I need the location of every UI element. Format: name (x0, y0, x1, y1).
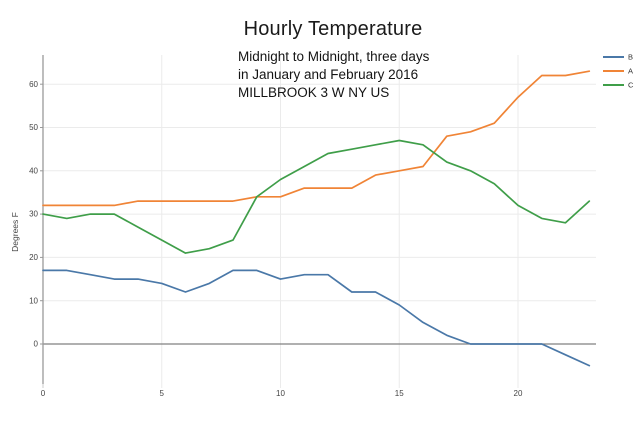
chart-title: Hourly Temperature (243, 18, 423, 40)
series-line-B (42, 269, 591, 367)
legend-item-B[interactable]: B (603, 53, 633, 62)
y-tick-label: 20 (29, 253, 38, 262)
x-tick-label: 20 (514, 389, 523, 398)
legend-label-A: A (628, 67, 633, 76)
y-tick-label: 50 (29, 123, 38, 132)
y-tick-label: 0 (34, 340, 39, 349)
x-tick-label: 0 (41, 389, 46, 398)
y-axis-title: Degrees F (10, 212, 20, 252)
x-tick-label: 10 (276, 389, 285, 398)
chart-subtitle-line-1: Midnight to Midnight, three days (238, 49, 430, 64)
series-line-C (42, 139, 591, 254)
y-tick-label: 30 (29, 210, 38, 219)
x-tick-label: 5 (160, 389, 165, 398)
legend-item-A[interactable]: A (603, 67, 633, 76)
chart-subtitle-line-3: MILLBROOK 3 W NY US (238, 85, 390, 100)
x-tick-label: 15 (395, 389, 404, 398)
legend-item-C[interactable]: C (603, 81, 634, 90)
y-tick-label: 10 (29, 296, 38, 305)
y-tick-label: 40 (29, 166, 38, 175)
legend-label-B: B (628, 53, 633, 62)
chart-subtitle: Midnight to Midnight, three days in Janu… (238, 48, 429, 102)
legend-label-C: C (628, 81, 634, 90)
y-tick-label: 60 (29, 80, 38, 89)
series-line-A (42, 70, 591, 207)
chart-subtitle-line-2: in January and February 2016 (238, 67, 419, 82)
